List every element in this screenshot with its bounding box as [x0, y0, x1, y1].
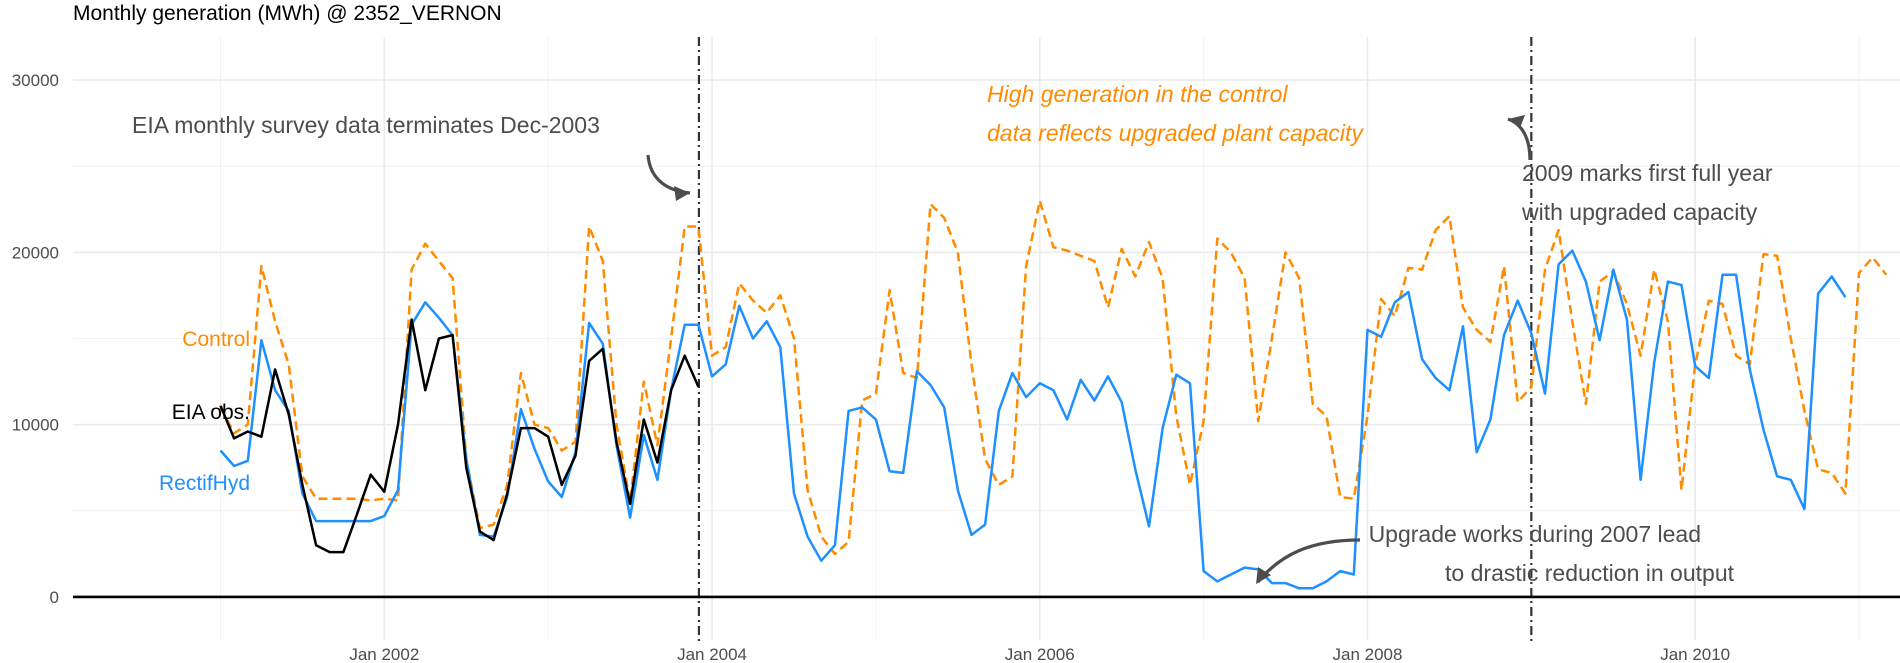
annotation-high-gen: High generation in the control data refle… — [987, 81, 1364, 146]
annotation-line: High generation in the control — [987, 81, 1288, 107]
y-tick-label: 30000 — [12, 71, 59, 90]
y-tick-label: 20000 — [12, 243, 59, 262]
tick-labels: 0 10000 20000 30000 Jan 2002 Jan 2004 Jan 2006… — [12, 71, 1730, 663]
annotations: EIA monthly survey data terminates Dec-2… — [132, 81, 1773, 586]
arrow-first-year-head — [1508, 115, 1525, 128]
annotation-first-year: 2009 marks first full year with upgraded … — [1521, 160, 1773, 225]
annotation-line: to drastic reduction in output — [1445, 560, 1735, 586]
annotation-line: data reflects upgraded plant capacity — [987, 120, 1364, 146]
x-tick-label: Jan 2008 — [1332, 645, 1402, 663]
x-tick-label: Jan 2002 — [349, 645, 419, 663]
annotation-eia-ends: EIA monthly survey data terminates Dec-2… — [132, 112, 600, 138]
chart-title: Monthly generation (MWh) @ 2352_VERNON — [73, 2, 502, 25]
legend-label-control: Control — [182, 328, 250, 351]
annotation-line: EIA monthly survey data terminates Dec-2… — [132, 112, 600, 138]
y-tick-label: 10000 — [12, 416, 59, 435]
x-tick-label: Jan 2006 — [1005, 645, 1075, 663]
annotation-upgrade: Upgrade works during 2007 lead to drastic… — [1369, 521, 1735, 586]
annotation-line: with upgraded capacity — [1521, 199, 1758, 225]
series-line-rectifhyd — [219, 249, 1847, 590]
annotation-arrows — [646, 115, 1532, 584]
arrow-eia-ends — [646, 154, 691, 195]
legend-label-eia-obs: EIA obs. — [172, 401, 250, 424]
arrow-upgrade-head — [1256, 567, 1271, 584]
series-line-eia-obs — [219, 318, 700, 554]
x-tick-label: Jan 2004 — [677, 645, 747, 663]
gridlines — [73, 37, 1900, 640]
y-tick-label: 0 — [50, 588, 59, 607]
arrow-upgrade — [1256, 538, 1361, 584]
annotation-line: 2009 marks first full year — [1522, 160, 1773, 186]
arrow-eia-ends-head — [674, 186, 690, 201]
x-tick-label: Jan 2010 — [1660, 645, 1730, 663]
legend: Control EIA obs. RectifHyd — [159, 328, 250, 495]
annotation-line: Upgrade works during 2007 lead — [1369, 521, 1701, 547]
series-lines — [219, 199, 1888, 590]
vertical-reference-lines — [697, 37, 1533, 645]
series-line-control — [219, 199, 1888, 556]
legend-label-rectifhyd: RectifHyd — [159, 472, 250, 495]
